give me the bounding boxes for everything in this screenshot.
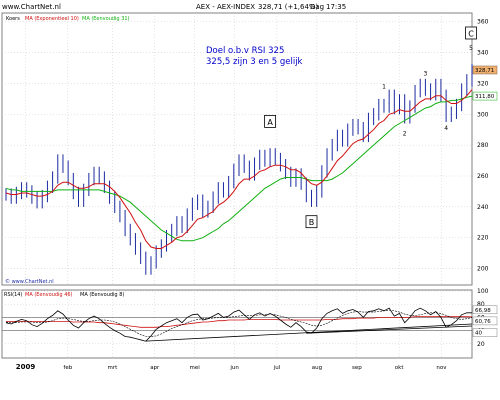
wave-label-5: 5 (469, 45, 473, 52)
price-series (5, 63, 473, 275)
x-tick-label: mei (190, 365, 201, 371)
legend-rsi-ma8: MA (Eenvoudig 8) (80, 292, 124, 298)
series-ma31-line (5, 95, 473, 242)
header-source: www.ChartNet.nl (2, 3, 61, 11)
price-y-tick-label: 260 (477, 173, 489, 180)
wave-labels: A B C 1 2 3 4 5 (264, 26, 477, 229)
price-y-tick-label: 340 (477, 50, 489, 57)
header-instrument: AEX - AEX-INDEX (196, 3, 255, 11)
ma-value-label: 311,80 (475, 94, 495, 100)
rsi-value-box (472, 305, 498, 315)
header-period: Dag (310, 3, 324, 11)
wave-label-3: 3 (423, 71, 427, 78)
legend-ema10: MA (Exponentieel 10) (25, 16, 79, 22)
x-tick-label: feb (63, 365, 72, 371)
rsi-panel: RSI(14) MA (Eenvoudig 46) MA (Eenvoudig … (1, 288, 498, 359)
rsi-trendline (145, 323, 473, 342)
x-tick-label: jun (229, 365, 239, 371)
rsi-series (5, 307, 473, 342)
price-y-tick-label: 200 (477, 266, 489, 273)
series-rsi-line (5, 307, 472, 342)
rsi-value-box (472, 328, 498, 337)
wave-box (264, 115, 276, 128)
x-axis: 2009 feb mrt apr mei jun jul aug sep okt nov (16, 363, 447, 371)
rsi-legend: RSI(14) MA (Eenvoudig 46) MA (Eenvoudig … (4, 292, 124, 298)
x-tick-label: apr (150, 365, 160, 371)
last-price-label: 328,71 (475, 68, 494, 74)
price-y-axis: 200 220 240 260 280 300 320 340 360 (477, 19, 489, 273)
price-y-tick-label: 220 (477, 235, 489, 242)
price-panel: Koers MA (Exponentieel 10) MA (Eenvoudig… (1, 12, 498, 286)
rsi-value-label: 66,98 (475, 308, 491, 314)
x-tick-label: okt (395, 365, 405, 371)
wave-label-2: 2 (403, 130, 407, 137)
rsi-trendline (306, 325, 473, 334)
rsi-value-box (472, 316, 498, 326)
x-tick-label: jul (273, 365, 281, 371)
price-panel-grid (2, 13, 472, 285)
price-y-tick-label: 320 (477, 80, 489, 87)
series-rsi-ma8-line (5, 309, 473, 337)
x-tick-label: 2009 (16, 363, 36, 371)
wave-label-1: 1 (382, 84, 386, 91)
rsi-value-label: 60,76 (475, 319, 491, 325)
annotation-line1: Doel o.b.v RSI 325 (206, 46, 284, 56)
series-ema10-line (5, 89, 473, 249)
price-y-tick-label: 280 (477, 142, 489, 149)
header-time: 17:35 (326, 3, 346, 11)
price-y-tick-label: 360 (477, 19, 489, 26)
rsi-y-tick-label: 20 (477, 341, 485, 348)
rsi-panel-frame (1, 289, 473, 359)
wave-box (465, 26, 477, 40)
legend-rsi-ma46: MA (Eenvoudig 46) (25, 292, 73, 298)
watermark: © www.ChartNet.nl (5, 278, 54, 285)
legend-ma31: MA (Eenvoudig 31) (82, 16, 130, 22)
header-last-change: 328,71 (+1,64%) (258, 3, 319, 11)
price-y-tick-label: 240 (477, 204, 489, 211)
wave-label-c: C (468, 29, 474, 38)
price-panel-frame (1, 12, 473, 286)
rsi-end-labels: 66,98 60,76 40 (472, 305, 498, 337)
legend-koers: Koers (6, 16, 20, 22)
x-tick-label: sep (352, 365, 362, 371)
x-tick-label: mrt (108, 365, 119, 371)
target-annotation: Doel o.b.v RSI 325 325,5 zijn 3 en 5 gel… (206, 46, 303, 67)
x-tick-label: aug (312, 365, 322, 371)
wave-label-a: A (267, 118, 273, 127)
annotation-line2: 325,5 zijn 3 en 5 gelijk (206, 57, 303, 67)
rsi-y-tick-label: 100 (477, 288, 489, 295)
x-tick-label: nov (436, 365, 447, 371)
last-price-box (472, 65, 498, 75)
ma-value-box (472, 91, 498, 101)
price-end-labels: 328,71 311,80 (472, 65, 498, 101)
wave-box (305, 215, 318, 229)
price-legend: Koers MA (Exponentieel 10) MA (Eenvoudig… (6, 16, 130, 22)
price-y-tick-label: 300 (477, 111, 489, 118)
wave-label-b: B (309, 218, 315, 227)
legend-rsi: RSI(14) (4, 292, 22, 298)
wave-label-4: 4 (444, 125, 448, 132)
rsi-y-tick-label: 80 (477, 301, 485, 308)
series-rsi-ma46-line (6, 316, 473, 328)
rsi-value-label: 40 (475, 331, 482, 337)
